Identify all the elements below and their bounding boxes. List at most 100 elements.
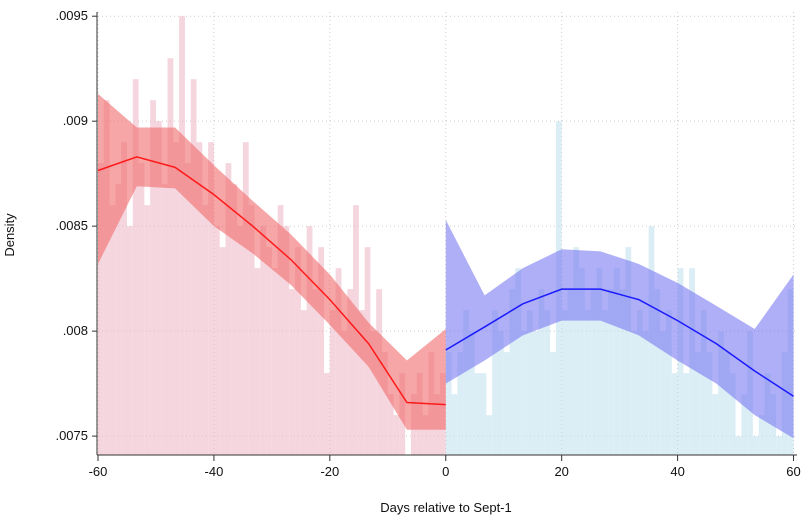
x-tick-label: 20 xyxy=(554,464,568,479)
histogram-bar xyxy=(260,226,267,455)
histogram-bar xyxy=(295,247,301,455)
y-axis-label: Density xyxy=(2,213,17,257)
histogram-bar xyxy=(237,226,243,455)
confidence-band xyxy=(445,219,794,439)
histogram-bar xyxy=(155,121,162,455)
histogram-bar xyxy=(625,247,632,455)
histogram-bar xyxy=(202,205,209,455)
histogram-bar xyxy=(463,310,469,455)
histogram-bar xyxy=(776,436,782,455)
histogram-bar xyxy=(671,373,678,455)
histogram-bar xyxy=(735,436,742,455)
histogram-bar xyxy=(219,247,226,455)
histogram-bar xyxy=(497,331,504,455)
histogram-bar xyxy=(179,16,185,455)
histogram-bar xyxy=(567,289,574,455)
histogram-bar xyxy=(480,373,487,455)
histogram-bar xyxy=(596,268,603,455)
histogram-bar xyxy=(706,352,713,455)
histogram-bar xyxy=(196,142,203,456)
histogram-bar xyxy=(457,352,464,455)
histogram-bar xyxy=(712,394,719,455)
histogram-bar xyxy=(109,205,116,455)
histogram-bar xyxy=(538,289,545,455)
histogram-bar xyxy=(718,331,724,455)
histogram-bar xyxy=(347,289,354,455)
histogram-bar xyxy=(660,331,667,455)
histogram-bar xyxy=(613,268,620,455)
histogram-bar xyxy=(445,352,452,455)
histogram-bar xyxy=(242,142,249,456)
histogram-bar xyxy=(231,184,238,455)
histogram-bar xyxy=(573,247,580,455)
histogram-bar xyxy=(115,184,122,455)
histogram-bar xyxy=(289,289,296,455)
y-tick-label: .009 xyxy=(63,113,88,128)
histogram-bar xyxy=(103,100,110,456)
histogram-bar xyxy=(271,268,278,455)
x-tick-label: -40 xyxy=(205,464,224,479)
histogram-bar xyxy=(387,394,394,455)
histogram-bar xyxy=(509,289,516,455)
histogram-bar xyxy=(666,310,672,455)
histogram-bar xyxy=(370,331,377,455)
histogram-bar xyxy=(190,79,197,455)
histogram-bar xyxy=(468,331,475,455)
histogram-bar xyxy=(329,310,336,455)
histogram-bar xyxy=(503,352,510,455)
histogram-bar xyxy=(422,415,429,455)
histogram-bar xyxy=(283,226,290,455)
histogram-bar xyxy=(266,247,272,455)
x-tick-label: -60 xyxy=(89,464,108,479)
histogram-bar xyxy=(213,226,220,455)
histogram-bar xyxy=(515,268,522,455)
histogram-bar xyxy=(451,394,458,455)
histogram-bar xyxy=(741,394,748,455)
histogram-bar xyxy=(642,331,649,455)
histogram-bar xyxy=(132,79,139,455)
x-tick-label: -20 xyxy=(320,464,339,479)
histogram-bar xyxy=(654,289,661,455)
histogram-bar xyxy=(683,373,690,455)
histogram-bar xyxy=(98,163,104,455)
histogram-bar xyxy=(173,142,180,456)
histogram-bar xyxy=(619,289,626,455)
histogram-bar xyxy=(544,310,551,455)
y-tick-label: .0085 xyxy=(55,218,88,233)
x-tick-label: 60 xyxy=(786,464,800,479)
histogram-bar xyxy=(579,268,585,455)
histogram-bar xyxy=(631,331,638,455)
histogram-bar xyxy=(300,310,307,455)
histogram-bar xyxy=(312,289,319,455)
histogram-bar xyxy=(590,289,597,455)
histogram-bar xyxy=(208,142,214,456)
histogram-bar xyxy=(144,205,151,455)
histogram-bar xyxy=(561,310,568,455)
histogram-bar xyxy=(532,331,539,455)
histogram-bar xyxy=(608,289,614,455)
confidence-band xyxy=(98,93,446,430)
histogram-bar xyxy=(254,268,261,455)
histogram-bar xyxy=(138,163,145,455)
histogram-bar xyxy=(723,352,730,455)
histogram-bar xyxy=(277,205,284,455)
x-tick-label: 40 xyxy=(670,464,684,479)
histogram-bar xyxy=(521,331,527,455)
fit-line xyxy=(97,156,446,406)
histogram-bar xyxy=(335,268,342,455)
fit-line xyxy=(445,288,794,397)
histogram-bar xyxy=(161,184,168,455)
histogram-bar xyxy=(758,415,765,455)
histogram-bar xyxy=(602,310,609,455)
histogram-bar xyxy=(526,310,533,455)
histogram-bar xyxy=(126,226,133,455)
histogram-bar xyxy=(382,352,388,455)
histogram-bar xyxy=(729,373,736,455)
histogram-bar xyxy=(637,310,643,455)
y-tick-label: .0075 xyxy=(55,428,88,443)
histogram-bar xyxy=(150,100,156,456)
histogram-bar xyxy=(694,352,701,455)
histogram-bar xyxy=(306,226,313,455)
histogram-bar xyxy=(318,247,325,455)
